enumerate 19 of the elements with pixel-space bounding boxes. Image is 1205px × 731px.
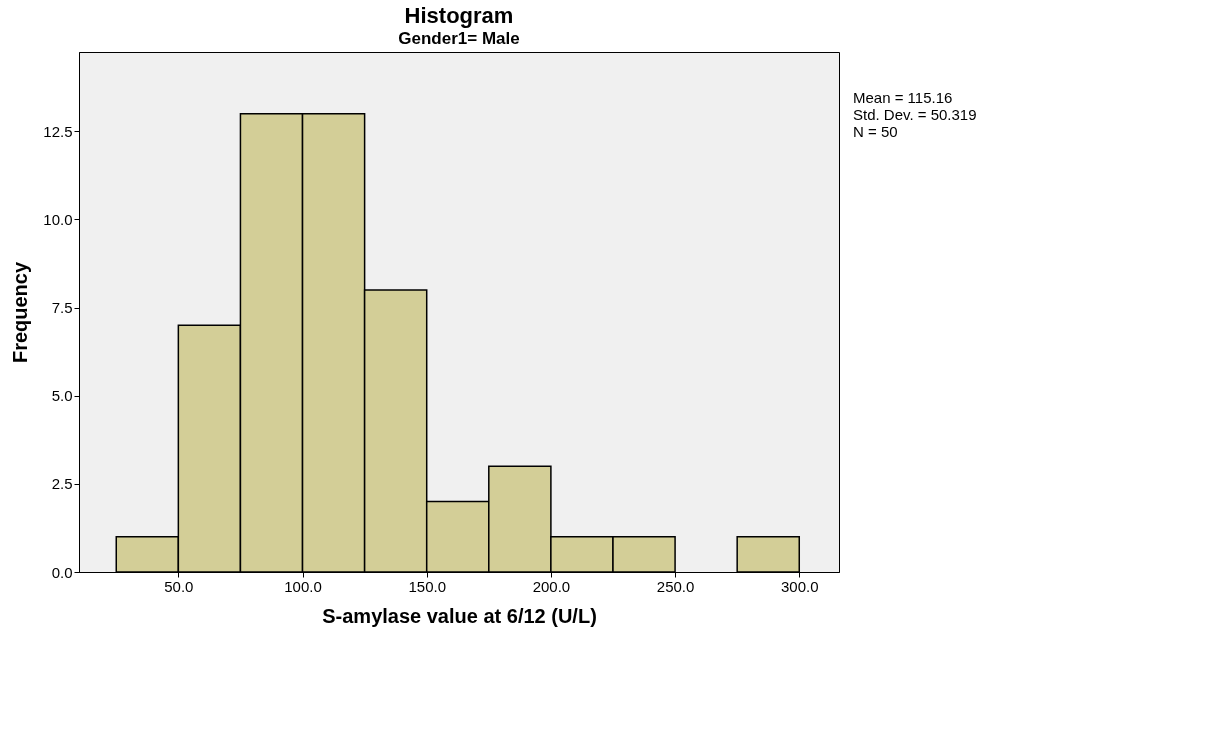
y-tick-label: 10.0 (43, 210, 73, 228)
x-tick-label: 200.0 (532, 577, 571, 595)
x-tick-label: 250.0 (656, 577, 695, 595)
text: Std. Dev. = 50.319 (853, 105, 977, 123)
y-tick-label: 5.0 (51, 387, 73, 405)
chart-title: Histogram (404, 3, 514, 28)
x-axis-title: S-amylase value at 6/12 (U/L) (322, 604, 597, 627)
chart-subtitle: Gender1= Male (398, 29, 520, 48)
y-axis-title: Frequency (9, 261, 32, 364)
y-tick-label: 2.5 (51, 475, 73, 493)
x-tick-label: 150.0 (408, 577, 446, 595)
x-tick-label: 100.0 (284, 577, 322, 595)
y-tick-label: 0.0 (51, 563, 73, 581)
x-tick-label: 50.0 (164, 577, 194, 595)
y-tick-label: 12.5 (43, 122, 73, 140)
x-tick-label: 300.0 (780, 577, 819, 595)
text: N = 50 (853, 122, 898, 140)
text: Mean = 115.16 (853, 88, 953, 106)
y-tick-label: 7.5 (51, 299, 73, 317)
